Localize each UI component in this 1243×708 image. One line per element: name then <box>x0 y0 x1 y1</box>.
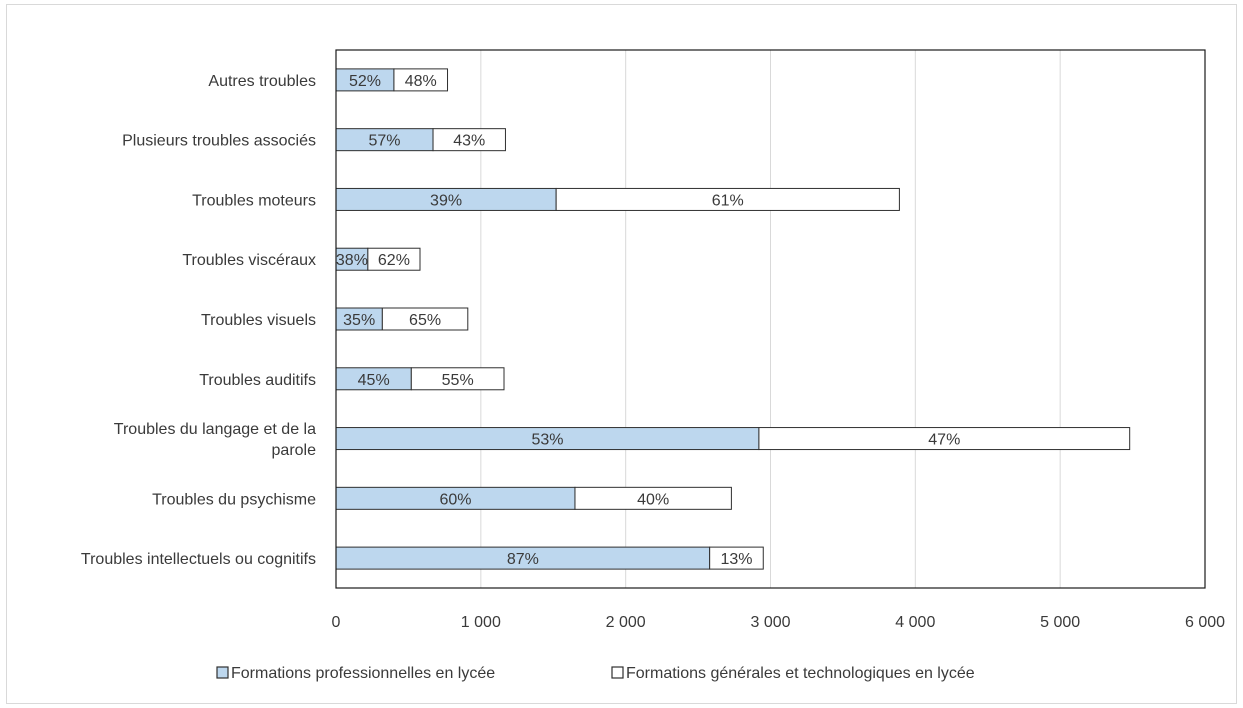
data-label-professionnelles: 60% <box>439 491 471 508</box>
category-label: Troubles du langage et de la parole <box>114 421 316 459</box>
data-label-generales: 13% <box>720 551 752 568</box>
data-label-professionnelles: 39% <box>430 192 462 209</box>
chart-frame <box>6 4 1237 704</box>
bar-segment-generales <box>709 546 764 570</box>
bar-segment-generales <box>555 187 900 211</box>
category-label: Plusieurs troubles associés <box>122 133 316 150</box>
category-label-line: Troubles viscéraux <box>182 252 316 269</box>
category-label-line: Troubles moteurs <box>192 192 316 209</box>
data-label-professionnelles: 57% <box>369 133 401 150</box>
category-label: Troubles visuels <box>201 312 316 329</box>
bar-segment-generales <box>432 128 506 152</box>
plot-area <box>335 49 1206 589</box>
category-label: Troubles intellectuels ou cognitifs <box>81 551 316 568</box>
x-tick-label: 5 000 <box>1040 614 1080 631</box>
category-label: Autres troubles <box>208 73 316 90</box>
bar-segment-generales <box>367 247 421 271</box>
x-tick-label: 2 000 <box>606 614 646 631</box>
plot-border <box>335 49 1206 589</box>
x-tick-label: 4 000 <box>895 614 935 631</box>
category-label: Troubles moteurs <box>192 192 316 209</box>
data-label-generales: 55% <box>442 372 474 389</box>
data-label-generales: 40% <box>637 491 669 508</box>
category-label-line: Troubles du psychisme <box>152 491 316 508</box>
category-label-line: Autres troubles <box>208 73 316 90</box>
category-label-line: Troubles du langage et de la <box>114 421 316 438</box>
data-label-generales: 62% <box>378 252 410 269</box>
data-label-generales: 65% <box>409 312 441 329</box>
legend-label-professionnelles: Formations professionnelles en lycée <box>231 665 495 682</box>
x-tick-label: 1 000 <box>461 614 501 631</box>
bar-segment-generales <box>410 367 505 391</box>
category-label: Troubles du psychisme <box>152 491 316 508</box>
legend: Formations professionnelles en lycée Form… <box>216 665 975 682</box>
data-label-generales: 47% <box>928 432 960 449</box>
data-label-professionnelles: 53% <box>531 432 563 449</box>
data-label-professionnelles: 35% <box>343 312 375 329</box>
legend-swatch-generales <box>611 666 624 679</box>
category-label-line: Plusieurs troubles associés <box>122 133 316 150</box>
data-label-professionnelles: 38% <box>336 252 368 269</box>
data-label-professionnelles: 87% <box>507 551 539 568</box>
bar-segment-generales <box>381 307 469 331</box>
x-tick-label: 3 000 <box>750 614 790 631</box>
category-label-line: parole <box>272 442 317 459</box>
data-labels: 87% 13% 60% 40% 53% 47% 45% 55% 35% 65% 38% 62% 39% 6… <box>336 73 960 568</box>
category-label: Troubles viscéraux <box>182 252 316 269</box>
x-axis-tick-labels: 0 1 000 2 000 3 000 4 000 5 000 6 000 <box>332 614 1226 631</box>
legend-swatch-professionnelles <box>216 666 229 679</box>
x-tick-label: 0 <box>332 614 341 631</box>
bar-segment-generales <box>574 486 732 510</box>
data-label-generales: 48% <box>405 73 437 90</box>
category-labels: Troubles intellectuels ou cognitifs Troub… <box>81 73 316 568</box>
data-label-professionnelles: 52% <box>349 73 381 90</box>
category-label: Troubles auditifs <box>199 372 316 389</box>
legend-label-generales: Formations générales et technologiques e… <box>626 665 975 682</box>
category-label-line: Troubles intellectuels ou cognitifs <box>81 551 316 568</box>
category-label-line: Troubles auditifs <box>199 372 316 389</box>
x-tick-label: 6 000 <box>1185 614 1225 631</box>
bars <box>335 68 1131 570</box>
bar-segment-generales <box>758 427 1131 451</box>
category-label-line: Troubles visuels <box>201 312 316 329</box>
data-label-generales: 61% <box>712 192 744 209</box>
data-label-professionnelles: 45% <box>358 372 390 389</box>
bar-segment-generales <box>393 68 449 92</box>
data-label-generales: 43% <box>453 133 485 150</box>
